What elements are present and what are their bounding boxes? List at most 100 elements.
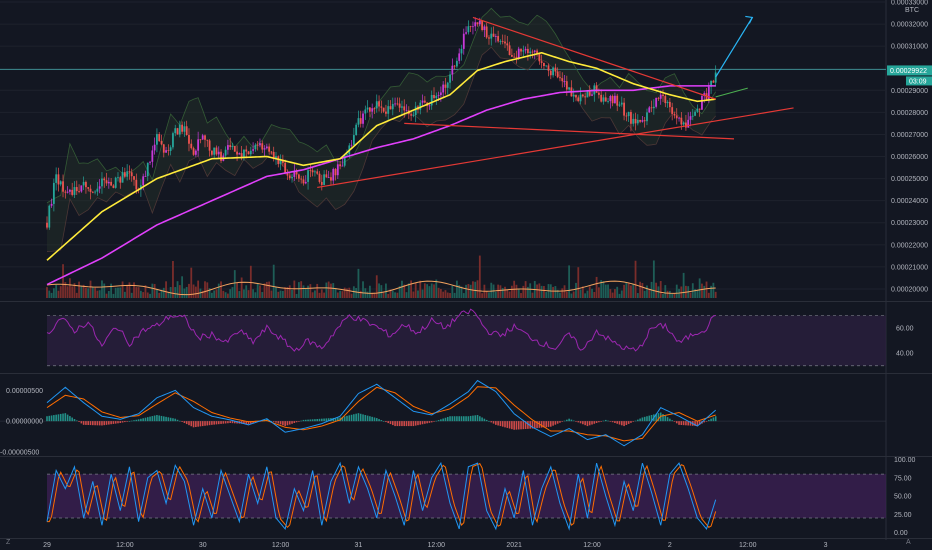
time-axis-label: 2 — [668, 542, 672, 549]
volume-bar — [517, 289, 520, 298]
macd-histogram-bar — [160, 415, 163, 422]
auto-scale-icon[interactable]: A — [906, 539, 911, 546]
macd-histogram-bar — [105, 421, 108, 425]
macd-histogram-bar — [401, 421, 403, 427]
candle-body — [48, 205, 51, 228]
volume-bar — [105, 293, 108, 298]
candle-body — [494, 35, 497, 37]
candle-body — [121, 172, 124, 183]
volume-bar — [348, 287, 351, 298]
macd-histogram-bar — [497, 421, 499, 426]
candle-body — [508, 45, 511, 56]
macd-histogram-bar — [204, 421, 206, 426]
candle-body — [98, 186, 101, 189]
volume-bar — [204, 281, 206, 298]
volume-bar — [437, 287, 440, 298]
volume-bar — [325, 282, 328, 298]
volume-bar — [387, 293, 390, 298]
candle-body — [91, 191, 94, 193]
candle-body — [281, 159, 284, 163]
candle-body — [581, 94, 584, 97]
timezone-icon[interactable]: Z — [6, 539, 11, 546]
macd-histogram-bar — [201, 421, 204, 427]
candle-body — [456, 60, 458, 67]
volume-bar — [339, 290, 342, 298]
macd-histogram-bar — [146, 417, 149, 422]
macd-histogram-bar — [703, 421, 706, 423]
volume-bar — [430, 283, 433, 298]
macd-histogram-bar — [572, 420, 575, 422]
rsi-tick-label: 60.00 — [896, 326, 914, 333]
volume-bar — [346, 288, 348, 298]
candle-body — [474, 22, 477, 27]
macd-histogram-bar — [250, 421, 252, 424]
volume-bar — [639, 281, 642, 298]
volume-bar — [570, 293, 573, 298]
volume-bar — [55, 284, 58, 298]
macd-histogram-bar — [426, 421, 428, 424]
macd-histogram-bar — [398, 421, 401, 427]
macd-histogram-bar — [655, 413, 657, 422]
macd-histogram-bar — [75, 420, 78, 422]
candle-body — [646, 112, 648, 122]
macd-histogram-bar — [307, 419, 309, 422]
candle-body — [165, 150, 167, 153]
countdown-badge — [906, 76, 932, 86]
macd-histogram-bar — [371, 416, 373, 422]
volume-bar — [607, 284, 609, 298]
macd-histogram-bar — [620, 421, 623, 426]
candle-body — [563, 81, 566, 82]
price-axes[interactable]: 0.00033000 0.00032000 0.00031000 0.00029000… — [0, 0, 932, 537]
candle-body — [66, 191, 69, 193]
volume-bar — [636, 293, 639, 298]
volume-bar — [664, 285, 667, 298]
macd-histogram-bar — [458, 416, 460, 422]
volume-bar — [618, 293, 621, 298]
volume-bar — [277, 291, 280, 298]
macd-histogram-bar — [272, 421, 275, 422]
volume-bar — [144, 285, 147, 298]
macd-pane[interactable] — [0, 379, 886, 447]
volume-bar — [476, 280, 479, 298]
macd-histogram-bar — [474, 415, 477, 422]
candle-body — [625, 115, 628, 117]
macd-histogram-bar — [424, 421, 426, 424]
volume-bar — [412, 291, 415, 298]
volume-bar — [368, 285, 371, 298]
volume-bar — [712, 282, 715, 298]
volume-bar — [449, 293, 451, 298]
macd-histogram-bar — [657, 413, 660, 422]
macd-histogram-bar — [270, 421, 273, 422]
candle-body — [339, 164, 342, 167]
macd-histogram-bar — [435, 420, 438, 422]
macd-histogram-bar — [55, 414, 57, 422]
macd-histogram-bar — [195, 421, 197, 427]
stoch-rsi-pane[interactable] — [46, 461, 886, 531]
macd-histogram-bar — [598, 421, 600, 423]
volume-bar — [98, 290, 101, 298]
candle-body — [215, 147, 218, 155]
candle-body — [579, 94, 582, 102]
candle-body — [64, 191, 67, 193]
price-pane[interactable] — [0, 1, 886, 298]
volume-bar — [442, 291, 445, 298]
volume-bar — [668, 290, 671, 298]
candle-body — [652, 106, 655, 109]
macd-histogram-bar — [92, 421, 94, 426]
candle-body — [238, 153, 241, 155]
candle-body — [117, 177, 119, 179]
candle-body — [478, 20, 481, 25]
candle-body — [472, 26, 474, 28]
macd-histogram-bar — [456, 416, 458, 422]
time-axis-label: 12:00 — [428, 542, 446, 549]
last-price-label: 0.00029922 — [890, 68, 927, 75]
time-axis[interactable]: 29 12:00 30 12:00 31 12:00 2021 12:00 2 12:00 3 — [43, 542, 828, 549]
volume-bar — [698, 278, 701, 298]
rsi-pane[interactable] — [46, 308, 886, 367]
candle-body — [284, 162, 287, 174]
volume-bar — [243, 289, 245, 298]
candle-body — [156, 134, 158, 145]
countdown-label: 03:09 — [909, 78, 927, 85]
macd-histogram-bar — [229, 421, 231, 423]
